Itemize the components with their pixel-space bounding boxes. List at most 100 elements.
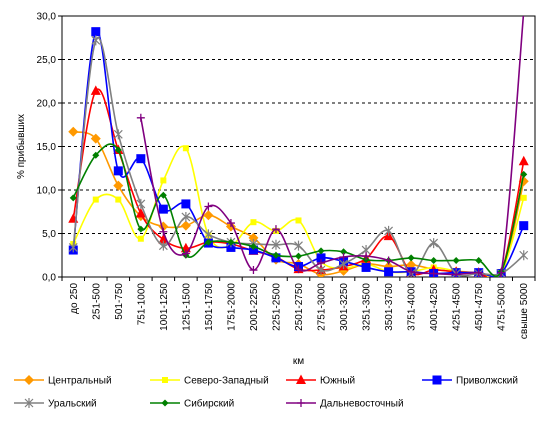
y-tick-label: 0,0 bbox=[42, 273, 56, 284]
legend-label: Центральный bbox=[48, 376, 112, 387]
data-point bbox=[452, 270, 461, 277]
data-point bbox=[519, 221, 529, 231]
data-point bbox=[429, 269, 438, 277]
data-point bbox=[137, 235, 144, 242]
series-7 bbox=[136, 16, 525, 277]
data-point bbox=[317, 247, 325, 255]
legend-item: Центральный bbox=[14, 375, 112, 387]
data-point bbox=[475, 256, 483, 264]
y-axis-label: % прибывших bbox=[15, 114, 27, 179]
data-point bbox=[340, 248, 348, 256]
data-point bbox=[181, 199, 191, 209]
data-point bbox=[159, 191, 167, 199]
data-point bbox=[520, 170, 528, 178]
x-tick-label: свыше 5000 bbox=[519, 283, 530, 340]
legend-item: Южный bbox=[286, 374, 355, 387]
x-tick-label: 4501-4750 bbox=[474, 283, 485, 331]
legend-item: Приволжский bbox=[422, 375, 518, 387]
legend-item: Северо-Западный bbox=[150, 376, 269, 387]
legend-label: Приволжский bbox=[456, 376, 518, 387]
y-tick-label: 10,0 bbox=[37, 186, 57, 197]
series-line bbox=[72, 36, 525, 277]
data-point bbox=[339, 252, 348, 261]
x-tick-label: до 250 bbox=[69, 283, 80, 314]
x-tick-label: 4001-4250 bbox=[429, 283, 440, 331]
series-5 bbox=[68, 35, 529, 277]
data-point bbox=[362, 252, 371, 261]
data-point bbox=[520, 194, 527, 201]
data-point bbox=[316, 253, 326, 263]
data-point bbox=[91, 35, 101, 46]
data-point bbox=[317, 259, 326, 268]
data-point bbox=[294, 265, 303, 274]
gridlines bbox=[62, 15, 535, 234]
x-axis-ticks: до 250 251-500 501-750 751-1000 1001-1250 125… bbox=[61, 277, 536, 340]
data-point bbox=[249, 266, 258, 275]
data-point bbox=[407, 254, 415, 262]
legend: Центральный Северо-Западный Южный Приволжск… bbox=[14, 374, 518, 410]
data-point bbox=[249, 243, 257, 251]
data-point bbox=[181, 211, 191, 222]
data-point bbox=[68, 242, 78, 253]
x-tick-label: 501-750 bbox=[114, 283, 125, 320]
data-point bbox=[158, 234, 169, 244]
data-point bbox=[271, 225, 280, 234]
data-point bbox=[182, 145, 189, 152]
x-tick-label: 251-500 bbox=[91, 283, 102, 320]
data-point bbox=[294, 240, 303, 251]
series-4 bbox=[68, 27, 529, 277]
series-markers bbox=[68, 27, 529, 277]
data-point bbox=[271, 239, 281, 250]
data-point bbox=[181, 249, 190, 258]
x-tick-label: 3001-3250 bbox=[339, 283, 350, 331]
data-point bbox=[135, 207, 146, 218]
data-point bbox=[295, 252, 302, 260]
data-point bbox=[248, 232, 259, 243]
data-point bbox=[518, 155, 529, 166]
data-point bbox=[519, 250, 529, 261]
legend-label: Сибирский bbox=[184, 398, 234, 410]
data-point bbox=[91, 27, 101, 37]
y-tick-label: 5,0 bbox=[42, 229, 56, 240]
x-tick-label: 2251-2500 bbox=[271, 283, 282, 331]
legend-marker bbox=[161, 399, 169, 407]
legend-item: Уральский bbox=[14, 398, 97, 410]
data-point bbox=[272, 251, 280, 259]
legend-marker bbox=[296, 374, 306, 384]
data-point bbox=[384, 225, 394, 236]
data-point bbox=[92, 196, 99, 203]
legend-label: Южный bbox=[320, 376, 355, 387]
data-point bbox=[429, 238, 439, 249]
data-point bbox=[204, 238, 212, 246]
x-tick-label: 3501-3750 bbox=[384, 283, 395, 331]
legend-marker bbox=[432, 375, 442, 385]
legend-marker bbox=[162, 377, 168, 383]
series-markers bbox=[69, 146, 528, 276]
data-point bbox=[69, 194, 77, 202]
data-point bbox=[90, 85, 101, 95]
data-point bbox=[497, 268, 506, 277]
data-point bbox=[136, 154, 146, 164]
data-point bbox=[90, 133, 101, 144]
x-tick-label: 1001-1250 bbox=[159, 283, 170, 331]
data-point bbox=[159, 227, 168, 236]
legend-label: Дальневосточный bbox=[320, 399, 404, 410]
x-tick-label: 4251-4500 bbox=[452, 283, 463, 331]
series-3 bbox=[68, 85, 529, 277]
series-6 bbox=[69, 143, 528, 277]
x-tick-label: 1501-1750 bbox=[204, 283, 215, 331]
data-point bbox=[136, 113, 145, 122]
data-point bbox=[474, 268, 483, 277]
x-tick-label: 3251-3500 bbox=[362, 283, 373, 331]
x-tick-label: 2501-2750 bbox=[294, 283, 305, 331]
data-point bbox=[250, 219, 257, 226]
data-point bbox=[361, 262, 371, 272]
data-point bbox=[158, 240, 168, 251]
legend-label: Северо-Западный bbox=[184, 376, 269, 387]
x-tick-label: 3751-4000 bbox=[407, 283, 418, 331]
y-tick-label: 30,0 bbox=[37, 12, 57, 23]
series-markers bbox=[136, 113, 506, 277]
x-tick-label: 1251-1500 bbox=[181, 283, 192, 331]
